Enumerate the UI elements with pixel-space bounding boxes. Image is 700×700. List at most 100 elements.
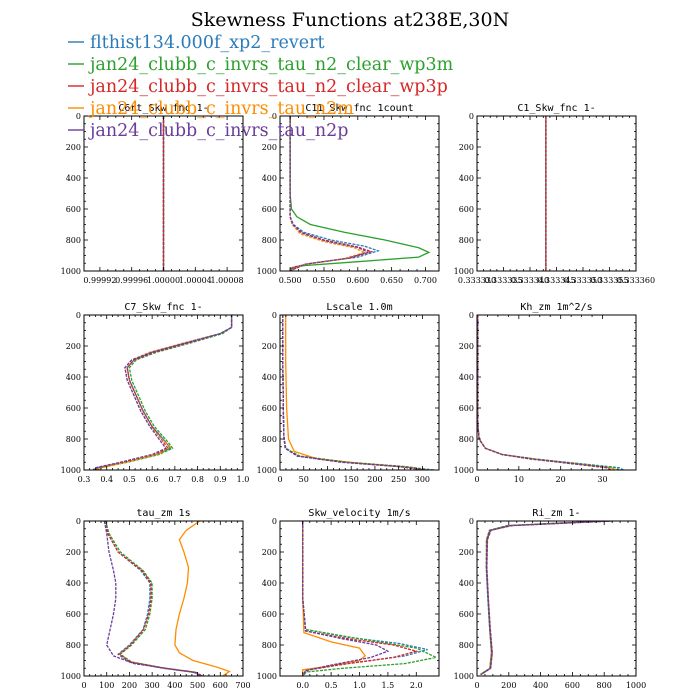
x-tick-label: 0 xyxy=(474,681,479,690)
y-tick-label: 0 xyxy=(469,112,474,121)
y-tick-label: 800 xyxy=(459,236,474,245)
x-tick-label: 10 xyxy=(514,475,524,484)
series-line xyxy=(104,521,201,676)
x-tick-label: 100 xyxy=(320,475,335,484)
y-tick-label: 600 xyxy=(262,205,277,214)
series-line xyxy=(282,315,435,470)
x-tick-label: 0.333345 xyxy=(537,276,575,285)
panel-frame xyxy=(279,314,440,471)
y-tick-label: 800 xyxy=(459,641,474,650)
x-tick-label: 200 xyxy=(122,681,137,690)
x-tick-label: 0.7 xyxy=(168,475,181,484)
x-tick-label: 0.333360 xyxy=(617,276,655,285)
y-tick-label: 800 xyxy=(66,641,81,650)
x-tick-label: 100 xyxy=(99,681,114,690)
panel-grid: C6rt_Skw_fnc 1-020040060080010000.999920… xyxy=(61,103,655,690)
series-line xyxy=(282,315,428,470)
series-line xyxy=(480,521,605,676)
x-tick-label: 500 xyxy=(190,681,205,690)
y-tick-label: 600 xyxy=(66,205,81,214)
y-tick-label: 1000 xyxy=(257,672,277,681)
y-tick-label: 400 xyxy=(459,373,474,382)
x-tick-label: 0.5 xyxy=(325,681,338,690)
x-tick-label: 0.333340 xyxy=(511,276,549,285)
series-line xyxy=(302,521,428,676)
series-group xyxy=(289,116,431,271)
x-tick-label: 400 xyxy=(533,681,548,690)
x-tick-label: 0.6 xyxy=(146,475,159,484)
x-tick-label: 300 xyxy=(415,475,430,484)
x-tick-label: 0.4 xyxy=(100,475,113,484)
series-line xyxy=(477,315,624,470)
legend-entry: jan24_clubb_c_invrs_tau_n2_clear_wp3m xyxy=(88,55,454,75)
x-tick-label: 0.8 xyxy=(191,475,204,484)
panel-frame xyxy=(476,314,637,471)
series-line xyxy=(477,315,612,470)
y-tick-label: 400 xyxy=(66,373,81,382)
y-tick-label: 800 xyxy=(459,435,474,444)
series-line xyxy=(302,521,390,676)
series-line xyxy=(480,521,611,676)
series-line xyxy=(479,521,608,676)
series-line xyxy=(94,315,233,470)
legend: flthist134.000f_xp2_revertjan24_clubb_c_… xyxy=(68,33,454,141)
series-group xyxy=(479,521,614,676)
panel-title: Lscale 1.0m xyxy=(326,302,392,313)
series-line xyxy=(174,521,231,676)
x-tick-label: 200 xyxy=(501,681,516,690)
panel-8: Skw_velocity 1m/s 0 200 400 600 800 1000 0.0 0.5… xyxy=(257,508,440,690)
x-tick-label: 0 xyxy=(81,681,86,690)
x-tick-label: 0.99992 xyxy=(83,276,116,285)
y-tick-label: 1000 xyxy=(61,672,81,681)
y-tick-label: 200 xyxy=(459,143,474,152)
y-tick-label: 400 xyxy=(459,579,474,588)
panel-title: Skw_velocity 1m/s xyxy=(308,508,410,519)
y-tick-label: 1000 xyxy=(454,466,474,475)
legend-entry: jan24_clubb_c_invrs_tau_n2p xyxy=(88,121,348,141)
x-tick-label: 1.0 xyxy=(353,681,366,690)
panel-title: C7_Skw_fnc 1- xyxy=(124,302,202,313)
y-tick-label: 1000 xyxy=(257,466,277,475)
y-tick-label: 1000 xyxy=(257,267,277,276)
y-tick-label: 800 xyxy=(66,236,81,245)
series-group xyxy=(92,315,233,470)
y-tick-label: 0 xyxy=(76,311,81,320)
x-tick-label: 0.500 xyxy=(279,276,302,285)
legend-entry: flthist134.000f_xp2_revert xyxy=(90,33,325,53)
y-tick-label: 600 xyxy=(459,205,474,214)
series-group xyxy=(477,315,624,470)
y-tick-label: 200 xyxy=(262,548,277,557)
x-tick-label: 1000 xyxy=(626,681,646,690)
x-tick-label: 0.333330 xyxy=(458,276,496,285)
series-line xyxy=(94,315,233,470)
x-tick-label: 20 xyxy=(556,475,566,484)
x-tick-label: 300 xyxy=(145,681,160,690)
series-line xyxy=(97,315,233,470)
series-line xyxy=(477,315,612,470)
series-line xyxy=(103,521,203,676)
legend-entry: jan24_clubb_c_invrs_tau_n2_clear_wp3p xyxy=(88,77,448,97)
x-tick-label: 0.650 xyxy=(380,276,403,285)
x-tick-label: 400 xyxy=(167,681,182,690)
y-tick-label: 600 xyxy=(459,404,474,413)
figure-title: Skewness Functions at238E,30N xyxy=(191,9,509,31)
panel-title: C11_Skw_fnc 1count xyxy=(305,103,413,114)
y-tick-label: 0 xyxy=(76,517,81,526)
series-line xyxy=(477,315,620,470)
x-tick-label: 0 xyxy=(474,475,479,484)
y-tick-label: 600 xyxy=(262,610,277,619)
x-tick-label: 50 xyxy=(299,475,309,484)
panel-title: C1_Skw_fnc 1- xyxy=(517,103,595,114)
y-tick-label: 600 xyxy=(459,610,474,619)
y-tick-label: 1000 xyxy=(454,672,474,681)
y-tick-label: 600 xyxy=(262,404,277,413)
series-line xyxy=(480,521,610,676)
y-tick-label: 1000 xyxy=(454,267,474,276)
x-tick-label: 0.99996 xyxy=(115,276,148,285)
panel-title: Ri_zm 1- xyxy=(532,508,580,519)
y-tick-label: 200 xyxy=(66,548,81,557)
y-tick-label: 200 xyxy=(459,342,474,351)
